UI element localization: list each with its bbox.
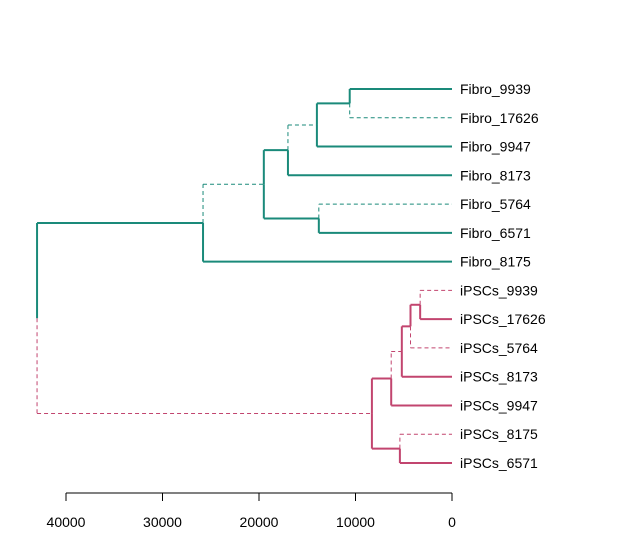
dendrogram-branches xyxy=(36,88,452,465)
height-axis: 40000 30000 20000 10000 0 xyxy=(47,492,456,530)
leaf-label: iPSCs_9939 xyxy=(460,282,538,298)
leaf-label: iPSCs_6571 xyxy=(460,455,538,471)
leaf-label: iPSCs_8173 xyxy=(460,369,538,385)
axis-tick-label: 30000 xyxy=(143,514,182,530)
axis-tick-label: 40000 xyxy=(47,514,86,530)
leaf-label: Fibro_8175 xyxy=(460,254,531,270)
leaf-label: iPSCs_17626 xyxy=(460,311,546,327)
leaf-labels: Fibro_9939 Fibro_17626 Fibro_9947 Fibro_817… xyxy=(460,81,546,471)
axis-tick-label: 10000 xyxy=(336,514,375,530)
leaf-label: iPSCs_5764 xyxy=(460,340,538,356)
leaf-label: iPSCs_9947 xyxy=(460,397,538,413)
leaf-label: Fibro_6571 xyxy=(460,225,531,241)
leaf-label: Fibro_17626 xyxy=(460,110,539,126)
leaf-label: Fibro_5764 xyxy=(460,196,531,212)
leaf-label: Fibro_9947 xyxy=(460,139,531,155)
axis-tick-label: 0 xyxy=(448,514,456,530)
leaf-label: iPSCs_8175 xyxy=(460,426,538,442)
leaf-label: Fibro_9939 xyxy=(460,81,531,97)
axis-tick-label: 20000 xyxy=(240,514,279,530)
leaf-label: Fibro_8173 xyxy=(460,167,531,183)
